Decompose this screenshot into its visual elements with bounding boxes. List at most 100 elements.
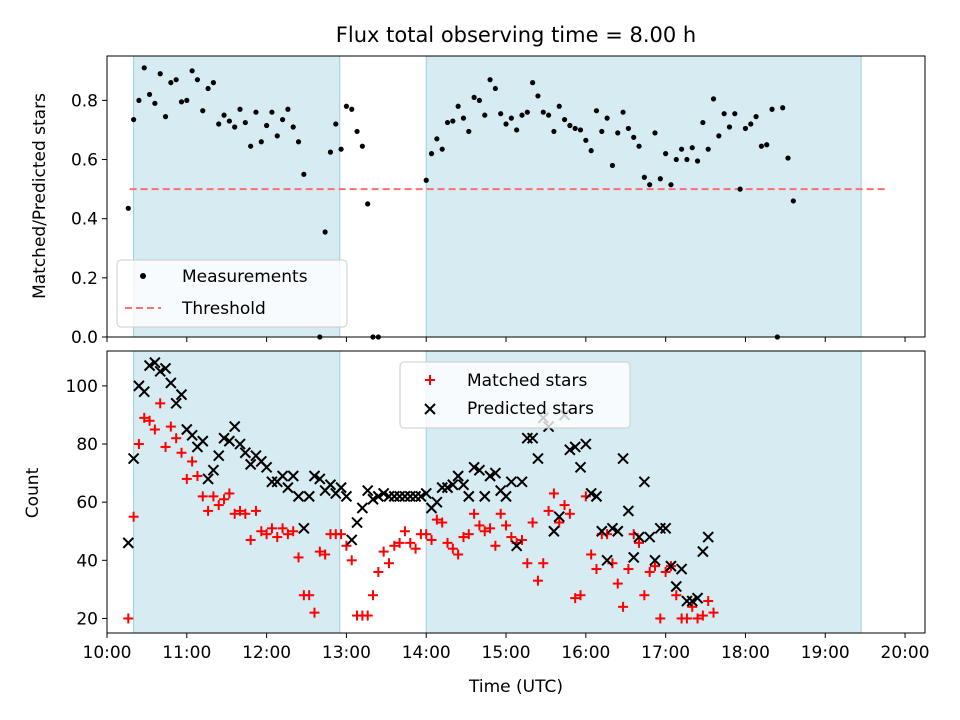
measurement-point <box>689 145 695 151</box>
predicted-star-point <box>612 525 624 537</box>
matched-star-point <box>591 564 602 575</box>
predicted-star-point <box>393 490 406 503</box>
measurement-point <box>764 142 770 148</box>
measurement-point <box>359 143 365 149</box>
matched-star-point <box>570 593 581 604</box>
x-tick-label: 12:00 <box>242 643 291 663</box>
matched-star-point <box>612 578 623 589</box>
shaded-intervals-top <box>133 56 862 337</box>
measurement-point <box>444 119 451 126</box>
measurement-point <box>498 111 504 117</box>
x-tick-label: 13:00 <box>322 643 371 663</box>
measurement-point <box>492 85 498 92</box>
predicted-star-point <box>324 479 337 491</box>
bottom-axes-frame <box>106 350 926 634</box>
measurement-point <box>535 93 541 99</box>
predicted-star-point <box>463 490 475 503</box>
measurement-point <box>556 103 562 109</box>
predicted-star-point <box>617 452 629 465</box>
matched-star-point <box>336 529 347 540</box>
measurement-point <box>647 182 653 188</box>
measurement-point <box>189 68 195 74</box>
predicted-star-point <box>346 534 358 546</box>
matched-star-point <box>240 508 251 519</box>
y-tick-label: 60 <box>76 493 98 513</box>
measurement-point <box>264 122 270 129</box>
measurement-point <box>136 97 142 103</box>
matched-star-point <box>293 552 304 563</box>
matched-star-point <box>203 505 214 516</box>
matched-star-point <box>213 500 224 511</box>
predicted-star-point <box>484 470 496 482</box>
matched-star-point <box>660 566 671 577</box>
predicted-star-point <box>601 554 613 567</box>
predicted-star-point <box>585 487 597 500</box>
measurement-point <box>253 109 259 115</box>
matched-star-point <box>165 421 176 432</box>
measurement-point <box>668 182 674 188</box>
matched-star-point <box>341 540 352 551</box>
x-tick-label: 18:00 <box>721 643 770 663</box>
measurement-point <box>290 124 296 130</box>
measurement-point <box>753 114 759 120</box>
measurement-point <box>279 116 286 123</box>
predicted-star-point <box>409 490 422 503</box>
predicted-star-point <box>202 473 214 485</box>
matched-star-point <box>692 613 703 624</box>
measurement-point <box>210 80 217 86</box>
measurement-point <box>609 162 616 169</box>
matched-star-point <box>362 610 373 621</box>
panel-bottom: 20 40 60 80 100 10:00 11:00 12:00 13:00 14:00 15:… <box>23 350 930 697</box>
measurement-point <box>514 127 520 133</box>
predicted-star-point <box>239 447 252 459</box>
measurement-point <box>184 97 190 103</box>
matched-star-point <box>346 555 357 566</box>
measurement-point <box>588 148 594 154</box>
measurement-point <box>561 116 568 123</box>
measurement-point <box>577 127 584 133</box>
measurement-point <box>274 133 280 139</box>
matched-star-point <box>320 549 331 560</box>
matched-star-point <box>187 456 198 467</box>
predicted-star-point <box>415 490 427 503</box>
matched-star-point <box>256 526 267 537</box>
measurement-point <box>455 103 461 109</box>
measurement-point <box>471 94 477 101</box>
measurement-point <box>476 97 483 103</box>
legend-matched-marker <box>425 375 435 385</box>
predicted-star-point <box>287 470 299 482</box>
y-tick-label: 100 <box>66 377 98 397</box>
predicted-star-point <box>138 385 150 398</box>
matched-star-point <box>176 447 187 458</box>
bottom-y-axis-label: Count <box>23 467 43 518</box>
predicted-star-point <box>292 490 305 503</box>
predicted-star-point <box>553 511 565 523</box>
matched-star-point <box>378 546 389 557</box>
top-axes-frame <box>106 55 926 338</box>
predicted-star-point <box>367 493 379 505</box>
measurement-point <box>790 198 796 204</box>
predicted-star-point <box>452 470 464 482</box>
predicted-star-point <box>213 449 225 462</box>
matched-star-point <box>501 520 512 531</box>
measurement-point <box>322 229 328 235</box>
measurement-point <box>248 143 254 149</box>
measurement-point <box>343 103 350 109</box>
measurement-point <box>742 125 749 132</box>
matched-star-point <box>644 566 655 577</box>
matched-star-point <box>314 546 325 557</box>
predicted-star-point <box>670 580 682 593</box>
measurement-point <box>162 114 169 120</box>
measurement-point <box>673 156 679 163</box>
matched-star-point <box>309 607 320 618</box>
matched-star-point <box>261 529 272 540</box>
y-tick-label: 0.8 <box>71 91 98 111</box>
predicted-star-point <box>377 487 390 500</box>
predicted-star-point <box>308 470 321 482</box>
predicted-star-point <box>223 435 236 447</box>
matched-star-point <box>410 543 421 554</box>
predicted-star-point <box>516 476 528 488</box>
matched-star-point <box>559 500 570 511</box>
top-legend-box <box>116 259 348 328</box>
measurement-point <box>232 124 238 130</box>
